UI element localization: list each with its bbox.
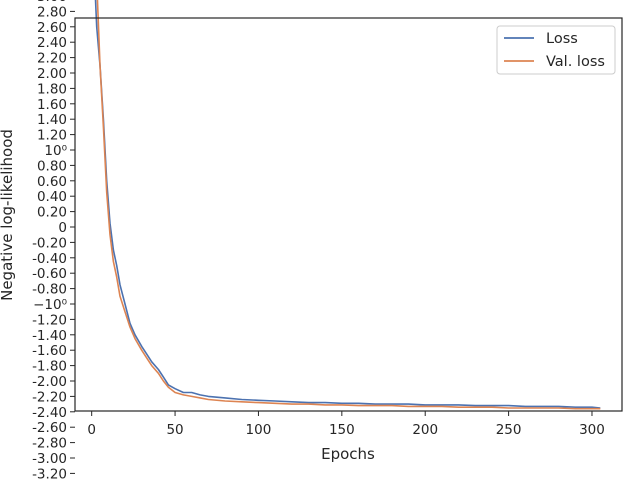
x-tick-label: 50 xyxy=(166,422,183,438)
y-tick-label: -0.40 xyxy=(32,251,67,267)
x-tick-label: 100 xyxy=(246,422,272,438)
y-tick-label: 1.60 xyxy=(37,97,67,113)
y-tick-label: -2.00 xyxy=(32,374,67,390)
x-tick-label: 300 xyxy=(579,422,605,438)
y-tick-label: -1.40 xyxy=(32,328,67,344)
y-tick-label: 0.40 xyxy=(37,189,67,205)
y-tick-label: -0.80 xyxy=(32,282,67,298)
x-tick-label: 150 xyxy=(329,422,355,438)
x-tick-label: 0 xyxy=(87,422,96,438)
y-tick-label: 1.40 xyxy=(37,112,67,128)
y-tick-label: 10⁰ xyxy=(44,143,67,159)
y-axis-label: Negative log-likelihood xyxy=(0,129,16,301)
y-tick-label: 0.20 xyxy=(37,205,67,221)
y-tick-label: 1.80 xyxy=(37,81,67,97)
y-tick-label: 2.60 xyxy=(37,20,67,36)
y-tick-label: 3.00 xyxy=(37,0,67,5)
y-tick-label: 0 xyxy=(58,220,67,236)
y-tick-label: -3.00 xyxy=(32,451,67,467)
x-tick-label: 200 xyxy=(412,422,438,438)
y-tick-label: 0.80 xyxy=(37,158,67,174)
y-tick-label: 0.60 xyxy=(37,174,67,190)
y-tick-label: -2.60 xyxy=(32,420,67,436)
legend-label-loss: Loss xyxy=(546,31,578,47)
legend: Loss Val. loss xyxy=(496,25,616,75)
series-line-1 xyxy=(96,0,601,410)
y-tick-label: -1.80 xyxy=(32,359,67,375)
y-axis: -3.20-3.00-2.80-2.60-2.40-2.20-2.00-1.80… xyxy=(32,0,75,480)
y-tick-label: 2.40 xyxy=(37,35,67,51)
x-tick-label: 250 xyxy=(496,422,522,438)
y-tick-label: 2.00 xyxy=(37,66,67,82)
y-tick-label: -2.40 xyxy=(32,405,67,421)
series-lines xyxy=(94,0,601,410)
y-tick-label: 1.20 xyxy=(37,128,67,144)
y-tick-label: -2.20 xyxy=(32,389,67,405)
y-tick-label: -0.60 xyxy=(32,266,67,282)
y-tick-label: -1.60 xyxy=(32,343,67,359)
y-tick-label: −10⁰ xyxy=(33,297,67,313)
x-axis: 0 50 100 150 200 250 300 xyxy=(87,411,605,438)
y-tick-label: -2.80 xyxy=(32,436,67,452)
plot-frame xyxy=(74,17,623,412)
x-axis-label: Epochs xyxy=(321,445,375,463)
series-line-0 xyxy=(94,0,601,409)
y-tick-label: -3.20 xyxy=(32,466,67,480)
y-tick-label: -0.20 xyxy=(32,235,67,251)
y-tick-label: 2.80 xyxy=(37,4,67,20)
y-tick-label: 2.20 xyxy=(37,51,67,67)
legend-label-val-loss: Val. loss xyxy=(546,54,605,70)
y-tick-label: -1.20 xyxy=(32,312,67,328)
